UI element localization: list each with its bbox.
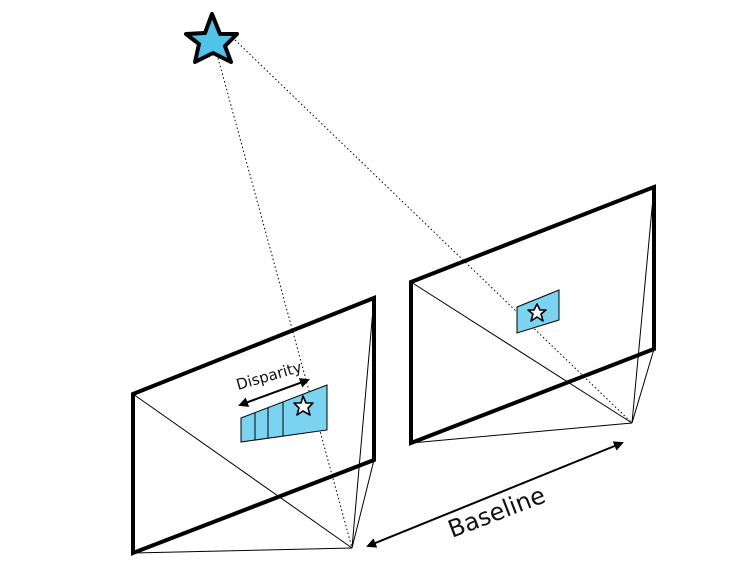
right-image-plane [409,184,656,446]
left-camera: Disparity [131,295,376,556]
star-icon [184,12,239,64]
right-camera [409,184,656,446]
baseline-arrow [366,441,624,548]
disparity-arrow [238,378,310,407]
right-projected-star-icon [527,303,547,322]
right-frustum-lines [410,186,655,444]
left-disparity-patch [240,384,328,443]
projection-ray-left [217,57,353,549]
disparity-label: Disparity [234,358,304,394]
baseline-label: Baseline [444,481,549,544]
